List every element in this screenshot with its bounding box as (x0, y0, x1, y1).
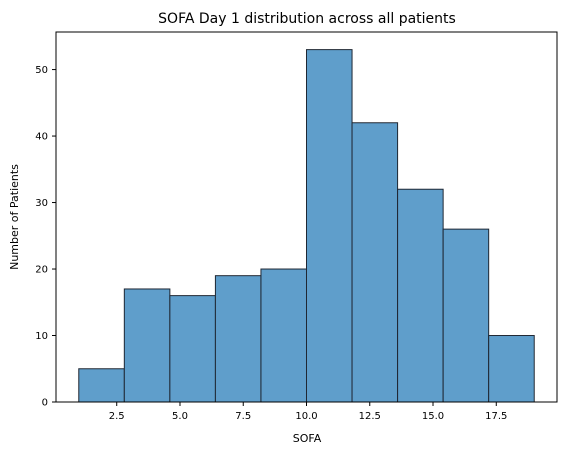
x-tick-label: 10.0 (295, 411, 317, 422)
y-tick-label: 30 (35, 198, 48, 209)
y-tick-label: 40 (35, 132, 48, 143)
y-tick-label: 20 (35, 265, 48, 276)
histogram-bar-7 (351, 122, 399, 403)
x-tick-label: 7.5 (235, 411, 251, 422)
y-tick-label: 0 (42, 398, 48, 409)
y-tick-label: 10 (35, 331, 48, 342)
x-tick-label: 5.0 (172, 411, 188, 422)
histogram-bar-6 (306, 49, 353, 403)
histogram-bar-8 (397, 188, 444, 403)
x-tick-label: 2.5 (109, 411, 125, 422)
histogram-bar-4 (214, 275, 262, 403)
histogram-bar-2 (123, 288, 171, 403)
y-axis-label: Number of Patients (8, 164, 21, 270)
x-axis-label: SOFA (293, 432, 322, 445)
y-axis-ticks: 0 10 20 30 40 50 (35, 65, 56, 409)
x-tick-label: 15.0 (422, 411, 444, 422)
x-tick-label: 12.5 (359, 411, 381, 422)
histogram-bar-9 (442, 228, 490, 403)
histogram-bar-3 (169, 295, 216, 403)
y-tick-label: 50 (35, 65, 48, 76)
x-tick-label: 17.5 (485, 411, 507, 422)
histogram-bar-5 (260, 268, 308, 403)
chart-title: SOFA Day 1 distribution across all patie… (158, 11, 456, 27)
x-axis-ticks: 2.5 5.0 7.5 10.0 12.5 15.0 17.5 (109, 402, 507, 422)
histogram-bar-1 (78, 368, 125, 403)
histogram-bar-10 (488, 335, 535, 403)
histogram-bars (78, 49, 535, 403)
